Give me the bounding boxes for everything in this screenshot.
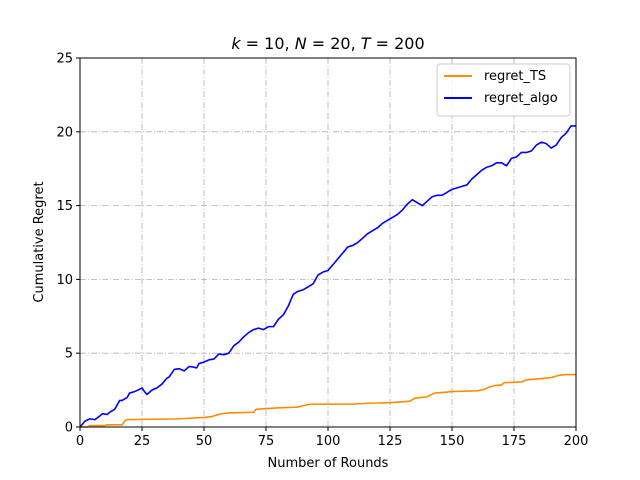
x-tick-label: 175 bbox=[502, 434, 527, 449]
y-tick-label: 25 bbox=[56, 52, 73, 67]
legend-label-regret-ts: regret_TS bbox=[484, 69, 546, 84]
y-tick-label: 5 bbox=[65, 347, 73, 362]
ticks: 0 25 50 75 100 125 150 175 200 0 5 10 15 20 25 bbox=[56, 52, 588, 450]
legend-label-regret-algo: regret_algo bbox=[484, 91, 558, 106]
x-tick-label: 125 bbox=[378, 434, 403, 449]
x-axis-label: Number of Rounds bbox=[268, 456, 389, 471]
series-line-regret-ts bbox=[80, 373, 576, 428]
x-tick-label: 200 bbox=[564, 434, 589, 449]
series-line-regret-algo bbox=[79, 125, 576, 428]
x-tick-label: 150 bbox=[440, 434, 465, 449]
legend: regret_TS regret_algo bbox=[436, 63, 571, 117]
y-tick-label: 10 bbox=[56, 273, 73, 288]
grid bbox=[80, 58, 576, 427]
x-tick-label: 75 bbox=[258, 434, 275, 449]
chart-title: k = 10, N = 20, T = 200 bbox=[231, 34, 424, 53]
y-tick-label: 20 bbox=[56, 125, 73, 140]
y-tick-label: 15 bbox=[56, 199, 73, 214]
series-layer bbox=[79, 125, 576, 428]
x-tick-label: 100 bbox=[316, 434, 341, 449]
y-tick-label: 0 bbox=[65, 421, 73, 436]
x-tick-label: 50 bbox=[196, 434, 213, 449]
x-tick-label: 25 bbox=[134, 434, 151, 449]
x-tick-label: 0 bbox=[76, 434, 84, 449]
y-axis-label: Cumulative Regret bbox=[32, 181, 47, 302]
